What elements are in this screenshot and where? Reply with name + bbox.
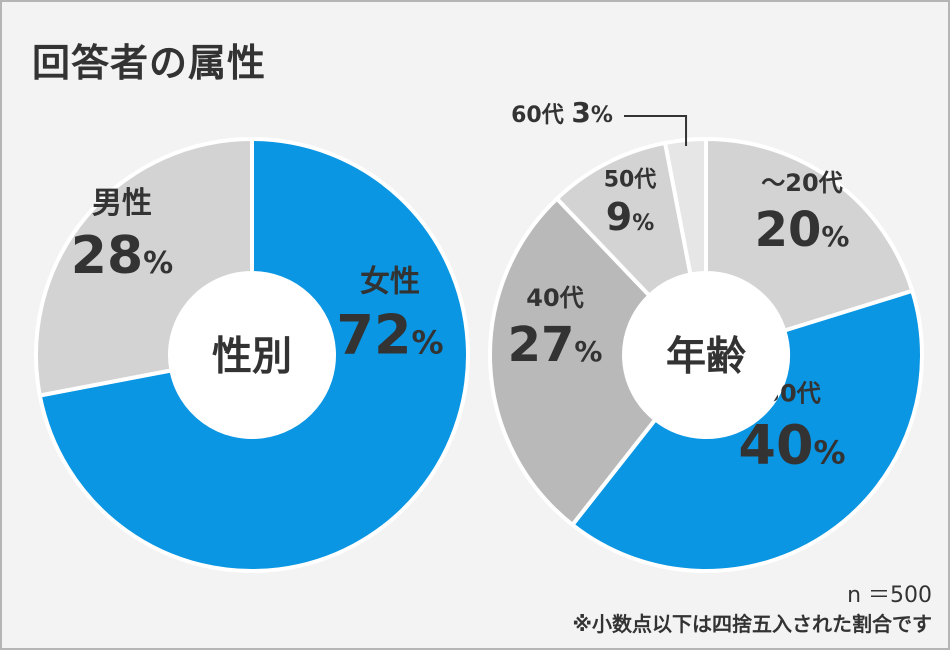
- notes: n ＝500 ※小数点以下は四捨五入された割合です: [573, 582, 932, 638]
- 性別-slice-1-name: 女性: [360, 265, 420, 300]
- 性別-pie-center-label: 性別: [212, 333, 292, 379]
- 年齢-slice-4-name: 50代: [604, 168, 657, 193]
- 年齢-slice-5-leader-line: [624, 115, 688, 146]
- 年齢-slice-3-value: 27%: [508, 317, 603, 373]
- 性別-slice-2-value: 28%: [71, 226, 173, 286]
- 年齢-slice-4-value: 9%: [606, 195, 655, 239]
- chart-title: 回答者の属性: [32, 41, 267, 85]
- 年齢-slice-1-value: 20%: [755, 202, 850, 258]
- gender-pie-chart: 女性 72% 男性 28% 性別: [34, 136, 470, 573]
- sample-size-note: n ＝500: [847, 583, 932, 608]
- rounding-footnote: ※小数点以下は四捨五入された割合です: [572, 612, 932, 636]
- 年齢-slice-3-name: 40代: [526, 284, 583, 312]
- 性別-slice-2-name: 男性: [92, 186, 152, 221]
- 年齢-pie-center-label: 年齢: [666, 333, 746, 379]
- 年齢-pie-center: [624, 273, 788, 437]
- 性別-pie-center: [170, 273, 334, 437]
- 年齢-slice-2-value: 40%: [738, 414, 845, 477]
- 年齢-slice-5-label: 60代 3%: [511, 96, 613, 129]
- 性別-slice-1-value: 72%: [336, 304, 443, 367]
- 年齢-slice-1-name: ～20代: [761, 169, 842, 197]
